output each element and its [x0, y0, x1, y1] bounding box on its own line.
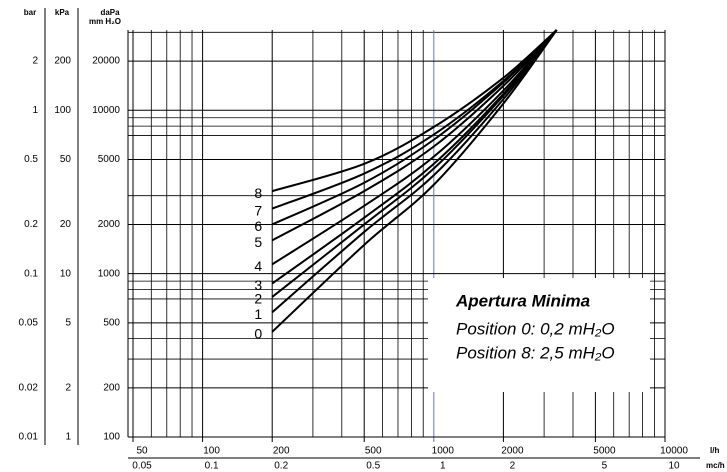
- x2-tick-label: 0.5: [366, 461, 380, 472]
- x2-tick-label: 1: [440, 461, 446, 472]
- x-tick-label: 100: [203, 446, 220, 457]
- x-tick-label: 1000: [432, 446, 455, 457]
- y-label-sub: mm H₂O: [89, 17, 121, 26]
- alt-y-tick-label: 1: [32, 105, 38, 116]
- alt-y-tick-label: 1: [65, 432, 71, 443]
- alt-y-label: kPa: [55, 8, 70, 17]
- curve-label: 6: [254, 218, 262, 234]
- curve-label: 1: [254, 306, 262, 322]
- x-tick-label: 2000: [501, 446, 524, 457]
- y-tick-label: 5000: [98, 154, 121, 165]
- y-tick-label: 10000: [92, 105, 120, 116]
- curve-label: 2: [254, 291, 262, 307]
- curve-label: 0: [254, 326, 262, 342]
- curve: [271, 29, 558, 210]
- alt-y-tick-label: 50: [60, 154, 72, 165]
- alt-y-tick-label: 0.5: [24, 154, 38, 165]
- alt-y-tick-label: 2: [65, 382, 71, 393]
- x-tick-label: 5000: [593, 446, 616, 457]
- x2-tick-label: 2: [510, 461, 516, 472]
- x2-tick-label: 0.1: [205, 461, 219, 472]
- annotation-title: Apertura Minima: [455, 291, 590, 310]
- annotation-line: Position 8: 2,5 mH₂O: [456, 343, 615, 362]
- curve-label: 8: [254, 185, 262, 201]
- x2-label: mc/h: [706, 461, 725, 470]
- x-tick-label: 10000: [660, 446, 688, 457]
- alt-y-label: bar: [24, 8, 36, 17]
- y-tick-label: 20000: [92, 56, 120, 67]
- curve-label: 5: [254, 234, 262, 250]
- y-tick-label: 2000: [98, 219, 121, 230]
- y-tick-label: 1000: [98, 268, 121, 279]
- x2-tick-label: 0.2: [274, 461, 288, 472]
- alt-y-tick-label: 20: [60, 219, 72, 230]
- y-tick-label: 200: [103, 382, 120, 393]
- x-tick-label: 500: [365, 446, 382, 457]
- y-tick-label: 500: [103, 317, 120, 328]
- alt-y-tick-label: 10: [60, 268, 72, 279]
- curve: [271, 29, 558, 314]
- x2-tick-label: 0.05: [132, 461, 152, 472]
- alt-y-tick-label: 0.02: [19, 382, 39, 393]
- curve-label: 3: [254, 277, 262, 293]
- y-label: daPa: [100, 8, 120, 17]
- alt-y-tick-label: 0.05: [19, 317, 39, 328]
- alt-y-tick-label: 0.1: [24, 268, 38, 279]
- alt-y-tick-label: 0.01: [19, 432, 39, 443]
- x-label: l/h: [710, 446, 719, 455]
- curve: [271, 29, 558, 285]
- curve-label: 7: [254, 202, 262, 218]
- alt-y-tick-label: 5: [65, 317, 71, 328]
- curve: [271, 29, 558, 226]
- x2-tick-label: 5: [602, 461, 608, 472]
- x-tick-label: 50: [136, 446, 148, 457]
- curve: [271, 29, 558, 266]
- annotation-line: Position 0: 0,2 mH₂O: [456, 319, 615, 338]
- alt-y-tick-label: 200: [54, 56, 71, 67]
- curve-label: 4: [254, 258, 262, 274]
- x-tick-label: 200: [273, 446, 290, 457]
- alt-y-tick-label: 2: [32, 56, 38, 67]
- x2-tick-label: 10: [668, 461, 680, 472]
- curve: [271, 29, 558, 242]
- alt-y-tick-label: 0.2: [24, 219, 38, 230]
- y-tick-label: 100: [103, 432, 120, 443]
- curve: [271, 29, 558, 193]
- curve: [271, 29, 558, 333]
- alt-y-tick-label: 100: [54, 105, 71, 116]
- annotation-box: [428, 278, 650, 392]
